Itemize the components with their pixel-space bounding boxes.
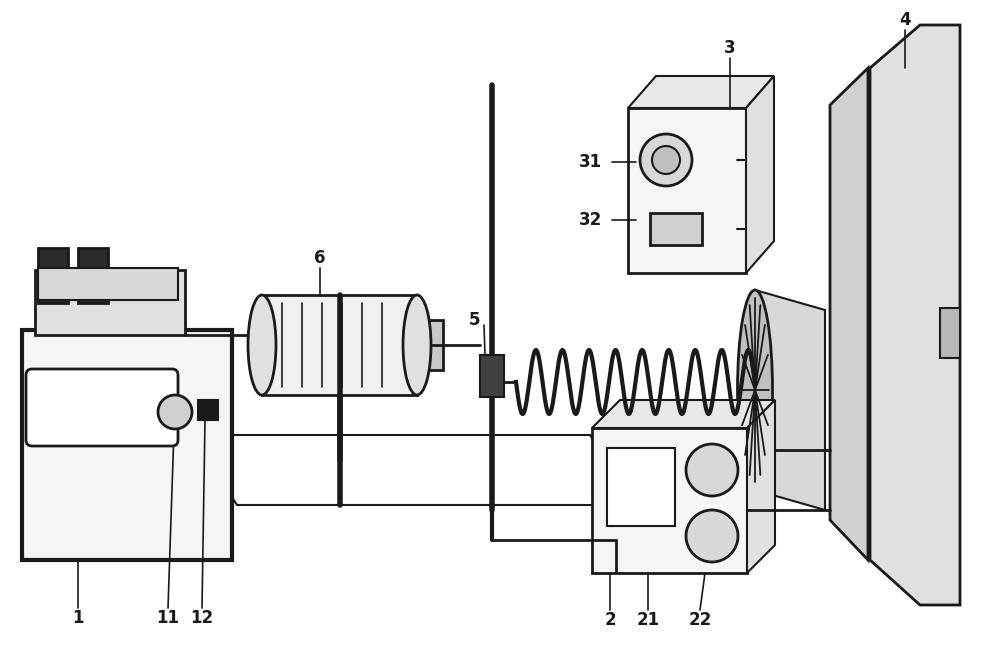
Text: 5: 5 xyxy=(468,311,480,329)
Bar xyxy=(38,248,68,303)
Bar xyxy=(262,295,417,395)
Bar xyxy=(940,308,960,358)
Circle shape xyxy=(158,395,192,429)
Ellipse shape xyxy=(403,295,431,395)
Bar xyxy=(628,108,746,273)
Polygon shape xyxy=(746,76,774,273)
Polygon shape xyxy=(830,68,868,560)
Polygon shape xyxy=(755,290,825,510)
Text: 21: 21 xyxy=(636,611,660,629)
Text: 12: 12 xyxy=(190,609,214,627)
Bar xyxy=(650,213,702,245)
Bar xyxy=(198,400,218,420)
Text: 3: 3 xyxy=(724,39,736,57)
Bar xyxy=(592,428,747,573)
Bar xyxy=(415,320,443,370)
Circle shape xyxy=(640,134,692,186)
Ellipse shape xyxy=(738,290,772,490)
Text: 32: 32 xyxy=(578,211,602,229)
Polygon shape xyxy=(747,400,775,573)
Circle shape xyxy=(652,146,680,174)
Bar xyxy=(607,448,675,526)
Bar xyxy=(22,330,232,560)
FancyBboxPatch shape xyxy=(26,369,178,446)
Bar xyxy=(38,268,178,300)
Bar xyxy=(35,270,185,335)
Circle shape xyxy=(686,444,738,496)
Text: 22: 22 xyxy=(688,611,712,629)
Bar xyxy=(480,355,504,397)
Bar xyxy=(78,248,108,303)
Polygon shape xyxy=(192,435,635,505)
Polygon shape xyxy=(870,25,960,605)
Text: 1: 1 xyxy=(72,609,84,627)
Text: 31: 31 xyxy=(578,153,602,171)
Text: 6: 6 xyxy=(314,249,326,267)
Text: 2: 2 xyxy=(604,611,616,629)
Text: 11: 11 xyxy=(156,609,180,627)
Text: 4: 4 xyxy=(899,11,911,29)
Polygon shape xyxy=(592,400,775,428)
Ellipse shape xyxy=(248,295,276,395)
Circle shape xyxy=(686,510,738,562)
Polygon shape xyxy=(628,76,774,108)
